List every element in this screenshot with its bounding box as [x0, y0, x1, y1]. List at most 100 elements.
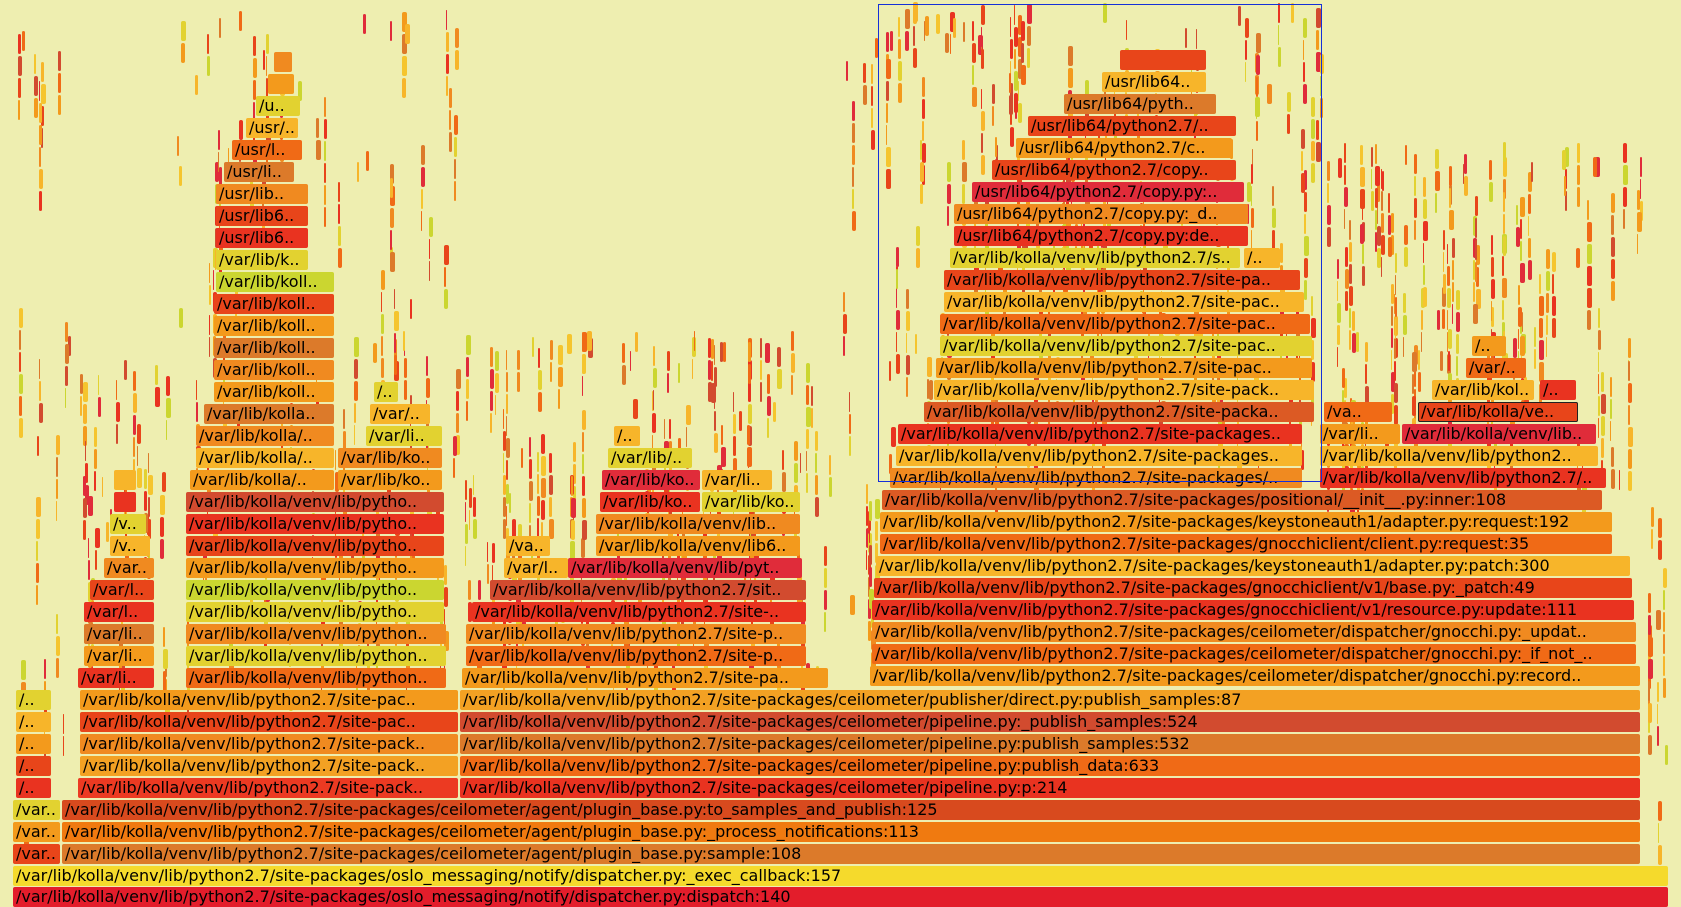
frame-adapter-patch[interactable]: /var/lib/kolla/venv/lib/python2.7/site-p…	[876, 556, 1630, 576]
frame-selected[interactable]: /var/lib/kolla/venv/lib/python2.7/site-p…	[896, 446, 1302, 466]
frame-left-stack[interactable]: /var/lib/kolla/venv/lib/python..	[186, 668, 446, 688]
frame-mid[interactable]: /var/lib/kolla/venv/lib/python2.7/site-p…	[462, 668, 828, 688]
frame-mid[interactable]: /var/lib/kolla/venv/lib/python2.7/sit..	[490, 580, 806, 600]
frame-right[interactable]: /var/lib/kolla/venv/lib/python2..	[1320, 446, 1598, 466]
frame-selected[interactable]: /usr/lib64/python2.7/c..	[1016, 138, 1232, 158]
frame-left-mid[interactable]: /var/lib/ko..	[338, 470, 442, 490]
frame-left-stack[interactable]: /var/lib/kolla/..	[196, 448, 334, 468]
frame-selected[interactable]: /var/lib/kolla/venv/lib/python2.7/site-p…	[940, 314, 1310, 334]
frame-edge[interactable]: /..	[16, 778, 51, 798]
frame-left-stack[interactable]: /var/lib/koll..	[214, 382, 334, 402]
frame-selected[interactable]: /var/lib/kolla/venv/lib/python2.7/site-p…	[940, 336, 1312, 356]
frame-left-stack[interactable]: /var/lib/kolla/venv/lib/python2.7/site-p…	[78, 778, 458, 798]
frame-selected[interactable]: /var/lib/kolla/venv/lib/python2.7/site-p…	[934, 380, 1314, 400]
frame-right[interactable]: /var/lib/kolla/venv/lib/python2.7/..	[1320, 468, 1606, 488]
frame-left-stack[interactable]: /var/lib/kolla/venv/lib/python2.7/site-p…	[80, 734, 458, 754]
frame-right[interactable]: /var/lib/kolla/venv/lib..	[1402, 424, 1596, 444]
frame-left-stack[interactable]: /var/lib/kolla/venv/lib/pytho..	[186, 580, 444, 600]
frame-left-stack[interactable]: /var/lib/kolla/venv/lib/pytho..	[186, 602, 444, 622]
frame-selected[interactable]: /usr/lib64/pyth..	[1064, 94, 1216, 114]
frame-far-left[interactable]: /var/li..	[78, 668, 154, 688]
frame-gnocchi-updat[interactable]: /var/lib/kolla/venv/lib/python2.7/site-p…	[872, 622, 1636, 642]
frame-edge[interactable]: /..	[16, 756, 51, 776]
frame-mid[interactable]: /var/lib/kolla/venv/lib/python2.7/site-p…	[466, 646, 806, 666]
frame-selected[interactable]: /usr/lib64/python2.7/copy..	[992, 160, 1236, 180]
frame-left-stack[interactable]: /var/lib/kolla/..	[190, 470, 334, 490]
frame-edge[interactable]: /..	[16, 734, 51, 754]
frame-left-stack[interactable]: /var/lib/koll..	[214, 294, 334, 314]
frame-right-highlighted[interactable]: /var/lib/kolla/ve..	[1418, 402, 1578, 422]
frame-exec-callback[interactable]: /var/lib/kolla/venv/lib/python2.7/site-p…	[13, 866, 1668, 886]
frame-mid[interactable]: /var/lib/kolla/venv/lib..	[596, 514, 800, 534]
frame-positional-inner[interactable]: /var/lib/kolla/venv/lib/python2.7/site-p…	[882, 490, 1602, 510]
frame-far-left[interactable]: /var/l..	[84, 602, 154, 622]
frame-selected[interactable]: /var/lib/kolla/venv/lib/python2.7/site-p…	[898, 424, 1302, 444]
frame-left-stack[interactable]: /var/lib/kolla/venv/lib/pytho..	[186, 558, 444, 578]
frame-sample[interactable]: /var/lib/kolla/venv/lib/python2.7/site-p…	[62, 844, 1640, 864]
frame-left-stack[interactable]: /var/lib/kolla/venv/lib/python..	[186, 646, 446, 666]
frame-left-stack[interactable]: /var/lib/kolla/venv/lib/python2.7/site-p…	[80, 690, 458, 710]
frame-right[interactable]: /var/lib/kol..	[1432, 380, 1534, 400]
frame-pipeline-p[interactable]: /var/lib/kolla/venv/lib/python2.7/site-p…	[460, 778, 1640, 798]
frame-selected[interactable]: /usr/lib64/python2.7/copy.py:de..	[954, 226, 1248, 246]
frame-left-mid[interactable]: /..	[374, 382, 398, 402]
frame-mid[interactable]: /var/lib/..	[608, 448, 692, 468]
frame-edge[interactable]: /var..	[13, 800, 60, 820]
frame-far-left[interactable]: /var..	[104, 558, 154, 578]
frame-far-left[interactable]: /var/l..	[90, 580, 154, 600]
frame-right[interactable]: /var/li..	[1320, 424, 1400, 444]
frame-mid[interactable]: /var/li..	[702, 470, 772, 490]
frame-far-left[interactable]: /v..	[110, 514, 146, 534]
frame-left-stack[interactable]: /var/lib/kolla/..	[196, 426, 334, 446]
frame-edge[interactable]: /var..	[13, 844, 60, 864]
frame-selected[interactable]: /var/lib/kolla/venv/lib/python2.7/site-p…	[936, 358, 1312, 378]
frame-far-left[interactable]: /var/li..	[84, 624, 154, 644]
frame-left-stack[interactable]: /usr/lib6..	[216, 206, 308, 226]
frame-left-stack[interactable]: /var/lib/kolla/venv/lib/pytho..	[186, 536, 444, 556]
frame-left-mid[interactable]: /var/..	[370, 404, 430, 424]
frame-mid[interactable]: /var/lib/ko..	[600, 492, 700, 512]
frame-left-stack[interactable]: /usr/..	[246, 118, 298, 138]
frame-edge[interactable]: /..	[16, 712, 51, 732]
frame-dispatch[interactable]: /var/lib/kolla/venv/lib/python2.7/site-p…	[13, 887, 1668, 907]
frame-left-stack[interactable]: /usr/l..	[232, 140, 302, 160]
frame-mid[interactable]: /var/lib/kolla/venv/lib/pyt..	[568, 558, 802, 578]
frame-selected[interactable]: /var/lib/kolla/venv/lib/python2.7/site-p…	[890, 468, 1302, 488]
frame-mid[interactable]: /..	[614, 426, 640, 446]
frame-to-samples-and-publish[interactable]: /var/lib/kolla/venv/lib/python2.7/site-p…	[62, 800, 1640, 820]
frame-left-stack[interactable]: /u..	[256, 96, 300, 116]
frame-selected[interactable]: /usr/lib64/python2.7/copy.py:..	[972, 182, 1244, 202]
frame-mid[interactable]: /var/lib/ko..	[702, 492, 800, 512]
frame-left-stack[interactable]: /var/lib/koll..	[214, 338, 334, 358]
frame-left-stack[interactable]: /var/lib/kolla/venv/lib/python2.7/site-p…	[80, 712, 458, 732]
frame-mid[interactable]: /va..	[506, 536, 550, 556]
frame-selected[interactable]: /var/lib/kolla/venv/lib/python2.7/site-p…	[924, 402, 1314, 422]
frame-selected[interactable]: /var/lib/kolla/venv/lib/python2.7/site-p…	[944, 292, 1304, 312]
frame-publish-samples-524[interactable]: /var/lib/kolla/venv/lib/python2.7/site-p…	[460, 712, 1640, 732]
frame-left-stack[interactable]: /var/lib/kolla/venv/lib/python2.7/site-p…	[80, 756, 458, 776]
frame-selected[interactable]: /var/lib/kolla/venv/lib/python2.7/s..	[950, 248, 1240, 268]
frame-left-stack[interactable]: /usr/lib6..	[216, 228, 308, 248]
frame-resource-update[interactable]: /var/lib/kolla/venv/lib/python2.7/site-p…	[872, 600, 1634, 620]
frame-direct-publish[interactable]: /var/lib/kolla/venv/lib/python2.7/site-p…	[460, 690, 1640, 710]
frame-left-stack[interactable]: /var/lib/koll..	[216, 272, 334, 292]
frame-client-request[interactable]: /var/lib/kolla/venv/lib/python2.7/site-p…	[880, 534, 1612, 554]
frame-left-stack[interactable]: /var/lib/k..	[216, 250, 308, 270]
frame-left-stack[interactable]: /var/lib/koll..	[214, 316, 334, 336]
frame-selected[interactable]: /usr/lib64/python2.7/..	[1028, 116, 1236, 136]
frame-far-left[interactable]: /v..	[110, 536, 150, 556]
frame-publish-data[interactable]: /var/lib/kolla/venv/lib/python2.7/site-p…	[460, 756, 1640, 776]
frame-mid[interactable]: /var/lib/kolla/venv/lib/python2.7/site-.…	[472, 602, 806, 622]
frame-gnocchi-if-not[interactable]: /var/lib/kolla/venv/lib/python2.7/site-p…	[872, 644, 1636, 664]
frame-process-notifications[interactable]: /var/lib/kolla/venv/lib/python2.7/site-p…	[62, 822, 1640, 842]
frame-selected[interactable]: /..	[1244, 248, 1280, 268]
frame-right[interactable]: /..	[1540, 380, 1576, 400]
frame-far-left[interactable]: /var/li..	[84, 646, 154, 666]
frame-left-stack[interactable]: /var/lib/kolla/venv/lib/pytho..	[186, 514, 444, 534]
frame-right[interactable]: /va..	[1324, 402, 1392, 422]
frame-left-mid[interactable]: /var/li..	[366, 426, 442, 446]
frame-edge[interactable]: /var..	[13, 822, 60, 842]
frame-edge[interactable]: /..	[16, 690, 51, 710]
frame-selected[interactable]: /usr/lib64/python2.7/copy.py:_d..	[954, 204, 1248, 224]
frame-right[interactable]: /var/..	[1466, 358, 1526, 378]
